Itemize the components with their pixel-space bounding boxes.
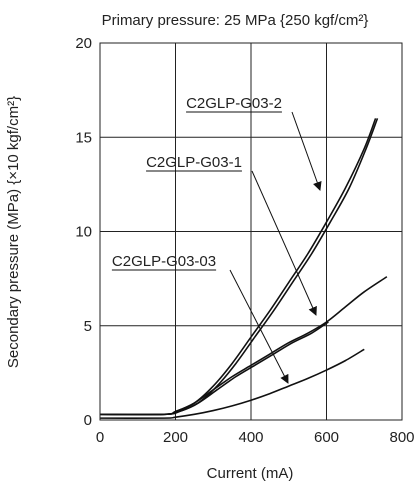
series-label: C2GLP-G03-1	[146, 154, 242, 171]
callouts: C2GLP-G03-2 C2GLP-G03-1 C2GLP-G03-03	[111, 95, 322, 384]
x-axis-label: Current (mA)	[207, 465, 294, 482]
series-line	[99, 276, 388, 416]
series-line	[99, 348, 365, 419]
y-tick-label: 15	[75, 129, 92, 146]
y-axis-label: Secondary pressure (MPa) {×10 kgf/cm²}	[5, 96, 22, 368]
series-leader-arrow	[229, 269, 289, 384]
series-leader-arrow	[291, 111, 322, 191]
tick-labels: 0 200 400 600 800 0 5 10 15 20	[75, 35, 414, 446]
y-tick-label: 20	[75, 35, 92, 52]
y-tick-label: 10	[75, 224, 92, 241]
series-label: C2GLP-G03-2	[186, 95, 282, 112]
chart-title: Primary pressure: 25 MPa {250 kgf/cm²}	[102, 12, 369, 29]
x-tick-label: 400	[238, 429, 263, 446]
x-tick-label: 800	[389, 429, 414, 446]
y-tick-label: 5	[84, 318, 92, 335]
x-tick-label: 0	[96, 429, 104, 446]
x-tick-label: 200	[163, 429, 188, 446]
y-tick-label: 0	[84, 412, 92, 429]
plot-frame	[99, 42, 403, 421]
x-tick-label: 600	[314, 429, 339, 446]
series-label: C2GLP-G03-03	[112, 253, 216, 270]
series-leader-arrow	[251, 170, 317, 316]
curves	[99, 118, 388, 419]
series-line	[99, 321, 329, 416]
grid	[100, 43, 402, 420]
